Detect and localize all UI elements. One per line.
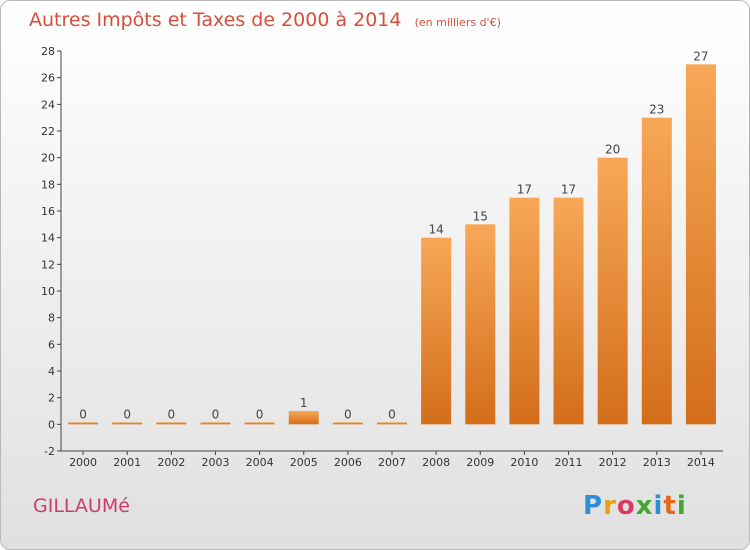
chart-title: Autres Impôts et Taxes de 2000 à 2014 <box>29 9 402 31</box>
bar <box>200 422 231 425</box>
data-label: 15 <box>473 209 488 223</box>
logo-letter: o <box>616 491 636 521</box>
bar <box>156 422 187 425</box>
x-tick-label: 2005 <box>290 456 318 469</box>
bar <box>288 411 319 425</box>
chart-title-block: Autres Impôts et Taxes de 2000 à 2014 (e… <box>29 9 501 31</box>
logo-letter: r <box>603 491 617 521</box>
x-tick-label: 2004 <box>246 456 274 469</box>
logo-letter: t <box>663 491 677 521</box>
data-label: 0 <box>388 407 396 421</box>
x-tick-label: 2011 <box>555 456 583 469</box>
logo-letter: i <box>676 491 687 521</box>
bar <box>421 237 452 425</box>
y-tick-label: 8 <box>48 312 55 325</box>
data-label: 17 <box>517 183 532 197</box>
x-tick-label: 2002 <box>157 456 185 469</box>
data-label: 14 <box>428 223 443 237</box>
data-label: 0 <box>344 407 352 421</box>
data-label: 1 <box>300 396 308 410</box>
data-label: 0 <box>79 407 87 421</box>
x-tick-label: 2007 <box>378 456 406 469</box>
y-tick-label: 24 <box>41 98 55 111</box>
y-tick-label: -2 <box>44 445 55 458</box>
y-tick-label: 14 <box>41 232 55 245</box>
bar <box>112 422 143 425</box>
x-tick-label: 2006 <box>334 456 362 469</box>
bar <box>332 422 363 425</box>
y-tick-label: 0 <box>48 418 55 431</box>
y-tick-label: 20 <box>41 152 55 165</box>
bar <box>465 224 496 425</box>
data-label: 0 <box>212 407 220 421</box>
x-tick-label: 2010 <box>510 456 538 469</box>
x-tick-label: 2008 <box>422 456 450 469</box>
x-tick-label: 2009 <box>466 456 494 469</box>
proxiti-logo: Proxiti <box>583 491 687 521</box>
y-tick-label: 12 <box>41 258 55 271</box>
y-tick-label: 26 <box>41 72 55 85</box>
data-label: 23 <box>649 103 664 117</box>
logo-letter: P <box>583 491 604 521</box>
bar <box>641 117 672 425</box>
y-tick-label: 18 <box>41 178 55 191</box>
chart-unit: (en milliers d'€) <box>414 16 501 29</box>
x-tick-label: 2013 <box>643 456 671 469</box>
bar <box>244 422 275 425</box>
data-label: 20 <box>605 143 620 157</box>
bar <box>685 64 716 425</box>
x-tick-label: 2014 <box>687 456 715 469</box>
bar <box>509 197 540 425</box>
logo-letter: i <box>653 491 664 521</box>
y-tick-label: 10 <box>41 285 55 298</box>
x-tick-label: 2012 <box>599 456 627 469</box>
x-tick-label: 2000 <box>69 456 97 469</box>
x-tick-label: 2003 <box>201 456 229 469</box>
city-name: GILLAUMé <box>33 495 130 517</box>
bar <box>597 157 628 425</box>
y-tick-label: 4 <box>48 365 55 378</box>
logo-letter: x <box>635 491 654 521</box>
data-label: 17 <box>561 183 576 197</box>
data-label: 0 <box>168 407 176 421</box>
x-tick-label: 2001 <box>113 456 141 469</box>
bar <box>68 422 99 425</box>
y-tick-label: 16 <box>41 205 55 218</box>
data-label: 0 <box>123 407 131 421</box>
bar <box>553 197 584 425</box>
y-tick-label: 28 <box>41 45 55 58</box>
y-tick-label: 22 <box>41 125 55 138</box>
y-tick-label: 2 <box>48 392 55 405</box>
y-tick-label: 6 <box>48 338 55 351</box>
data-label: 0 <box>256 407 264 421</box>
data-label: 27 <box>693 49 708 63</box>
bar <box>377 422 407 425</box>
